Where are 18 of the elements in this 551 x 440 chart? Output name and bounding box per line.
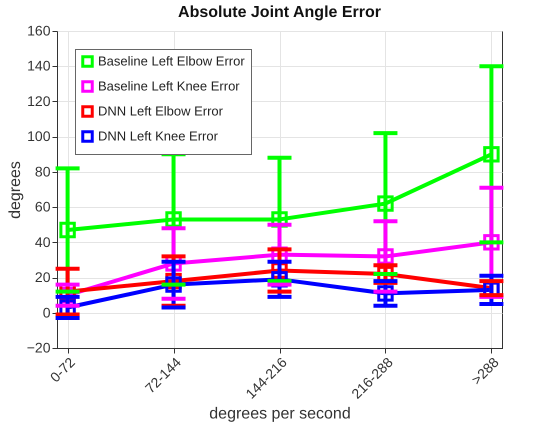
chart-title: Absolute Joint Angle Error	[178, 4, 381, 21]
y-tick-label: 100	[27, 128, 51, 144]
y-tick-label: 140	[27, 58, 51, 74]
x-tick-label: 0-72	[46, 354, 78, 386]
legend-label: DNN Left Knee Error	[98, 128, 219, 144]
y-tick-label: 40	[34, 234, 51, 250]
y-tick-label: 20	[34, 269, 51, 286]
legend-label: DNN Left Elbow Error	[98, 104, 224, 118]
legend-label: Baseline Left Knee Error	[98, 78, 240, 94]
y-tick-label: 160	[27, 22, 51, 38]
x-axis-title: degrees per second	[209, 406, 351, 423]
y-tick-label: 60	[34, 198, 51, 215]
y-axis-title: degrees	[6, 161, 24, 219]
y-tick-label: −20	[26, 340, 51, 356]
y-tick-label: 120	[27, 92, 51, 109]
y-tick-label: 80	[34, 163, 51, 180]
legend-label: Baseline Left Elbow Error	[98, 54, 246, 68]
y-tick-label: 0	[42, 304, 51, 320]
